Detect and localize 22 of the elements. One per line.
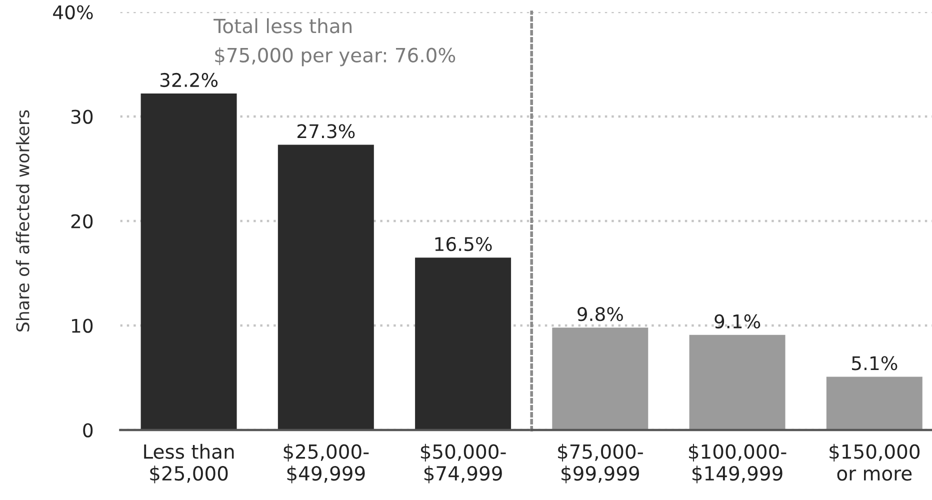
annotation: Total less than $75,000 per year: 76.0%: [214, 18, 456, 66]
x-tick-label: $150,000 or more: [830, 444, 920, 481]
x-tick-label: $25,000- $49,999: [284, 444, 369, 484]
x-tick-label: $75,000- $99,999: [558, 444, 643, 484]
data-label: 5.1%: [852, 356, 898, 370]
data-label: 27.3%: [298, 124, 355, 138]
data-label: 9.1%: [714, 314, 760, 328]
data-label: 16.5%: [435, 236, 492, 252]
x-tick-label: Less than $25,000: [144, 444, 234, 484]
data-label: 32.2%: [160, 72, 218, 88]
y-tick-label: 30: [71, 110, 93, 124]
y-tick-label: 0: [83, 423, 93, 438]
bar: [415, 258, 512, 430]
x-tick-label: $50,000- $74,999: [420, 444, 506, 484]
y-axis-title: Share of affected workers: [16, 110, 30, 332]
bar: [140, 94, 237, 430]
y-tick-label: 10: [72, 318, 93, 333]
data-label: 9.8%: [578, 306, 623, 322]
y-tick-label: 20: [71, 214, 93, 228]
y-tick-label: 40%: [53, 5, 93, 20]
x-tick-label: $100,000- $149,999: [689, 444, 786, 484]
bar: [278, 144, 374, 430]
